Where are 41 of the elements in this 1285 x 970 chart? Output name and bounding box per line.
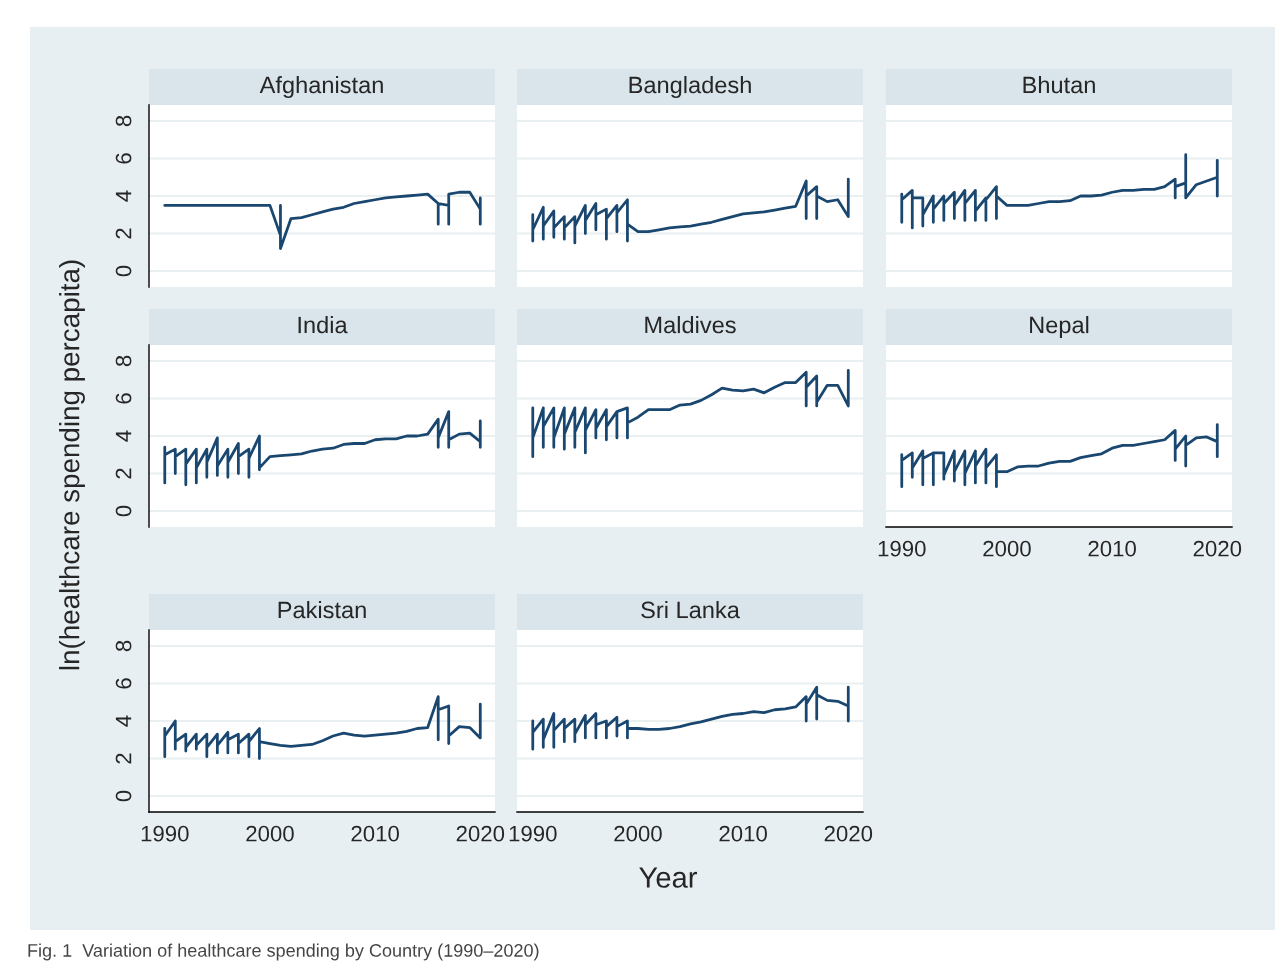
chart-title: India: [298, 315, 348, 334]
x-tick-label: 2020: [824, 825, 873, 842]
y-tick-label: 4: [115, 430, 132, 442]
chart-title: Afghanistan: [259, 76, 383, 98]
x-tick-label: 1990: [878, 540, 926, 557]
y-tick-label: 6: [115, 153, 132, 164]
x-tick-label: 2020: [456, 825, 505, 842]
y-tick-label: 8: [115, 115, 132, 127]
line-series: [163, 190, 482, 250]
y-tick-label: 0: [115, 265, 132, 277]
x-tick-label: 1990: [141, 825, 189, 842]
chart-title: Maldives: [645, 315, 736, 334]
chart-title: Bangladesh: [629, 76, 751, 98]
x-tick-label: 2000: [983, 540, 1031, 557]
x-axis-title: Year: [639, 867, 697, 888]
chart-title: Nepal: [1030, 315, 1089, 338]
chart-title: Bhutan: [1023, 76, 1095, 94]
chart-title: Sri Lanka: [641, 600, 740, 619]
line-series: [163, 695, 482, 760]
y-tick-label: 0: [115, 505, 132, 517]
y-tick-label: 2: [115, 753, 132, 764]
x-tick-label: 2020: [1193, 540, 1242, 557]
x-tick-label: 1990: [509, 825, 557, 842]
y-tick-label: 2: [115, 468, 132, 479]
y-tick-label: 8: [115, 640, 132, 652]
y-tick-label: 6: [115, 393, 132, 404]
x-tick-label: 2000: [614, 825, 662, 842]
x-tick-label: 2000: [246, 825, 294, 842]
x-tick-label: 2010: [351, 825, 399, 842]
x-tick-label: 2010: [1088, 540, 1136, 557]
x-tick-label: 2010: [719, 825, 767, 842]
y-axis-title: ln(healthcare spending percapita): [59, 260, 85, 670]
y-tick-label: 6: [115, 678, 132, 689]
y-tick-label: 0: [115, 790, 132, 802]
y-tick-label: 4: [115, 715, 132, 727]
line-series: [163, 410, 482, 487]
y-tick-label: 4: [115, 190, 132, 202]
caption: Fig. 1 Variation of healthcare spending by Country (1990–2020): [28, 943, 539, 961]
y-tick-label: 8: [115, 355, 132, 367]
y-tick-label: 2: [115, 228, 132, 239]
chart-title: Pakistan: [278, 600, 366, 619]
